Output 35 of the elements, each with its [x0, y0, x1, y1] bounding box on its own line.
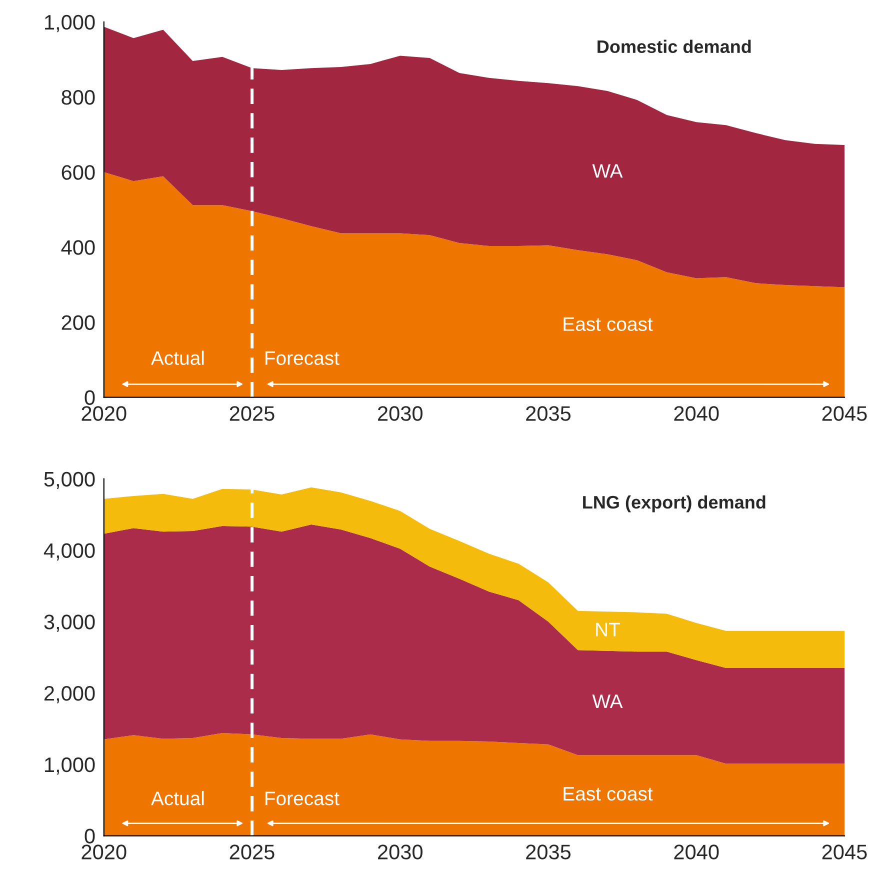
series-label: East coast [564, 787, 653, 801]
x-tick-label: 2035 [526, 844, 571, 860]
series-label: WA [592, 164, 623, 178]
y-tick-label: 1,000 [45, 14, 95, 32]
x-tick-label: 2045 [822, 406, 867, 421]
x-tick-label: 2045 [822, 844, 867, 860]
x-tick-label: 2020 [82, 406, 126, 421]
y-tick-label: 200 [62, 315, 95, 330]
y-tick-label: 400 [61, 240, 95, 255]
annotation: Forecast [265, 351, 340, 365]
y-tick-label: 0 [84, 390, 95, 406]
annotation: Actual [150, 350, 204, 365]
x-tick-label: 2020 [82, 844, 126, 860]
text: LNG (export) demand [583, 495, 766, 512]
x-tick-label: 2030 [378, 406, 422, 421]
annotation: Forecast [265, 792, 340, 806]
x-tick-label: 2035 [526, 406, 571, 421]
y-tick-label: 800 [62, 90, 95, 105]
y-tick-label: 1,000 [45, 757, 95, 775]
y-tick-label: 5,000 [44, 472, 95, 490]
annotation: Actual [150, 791, 204, 806]
x-tick-label: 2025 [230, 844, 274, 860]
y-tick-label: 2,000 [44, 686, 95, 704]
y-tick-label: 600 [62, 165, 95, 180]
y-tick-label: 0 [84, 828, 95, 844]
x-tick-label: 2025 [230, 406, 274, 421]
y-tick-label: 3,000 [44, 614, 95, 632]
x-tick-label: 2030 [378, 844, 422, 860]
text: Domestic demand [598, 40, 751, 54]
series-label: NT [596, 622, 620, 636]
series-label: East coast [564, 317, 653, 331]
y-tick-label: 4,000 [44, 543, 95, 560]
x-tick-label: 2040 [674, 406, 719, 421]
series-label: WA [592, 694, 623, 708]
x-tick-label: 2040 [674, 844, 719, 860]
